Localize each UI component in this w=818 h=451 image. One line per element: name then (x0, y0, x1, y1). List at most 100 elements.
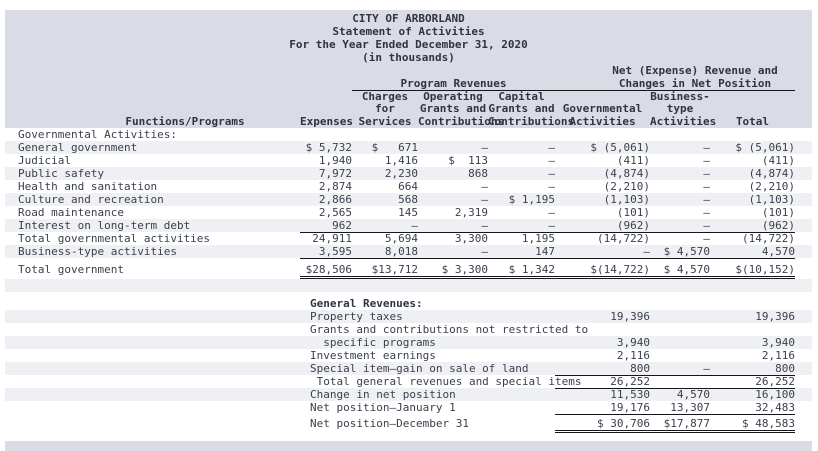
row-label: General Revenues: (310, 297, 423, 310)
row-label: Judicial (18, 154, 71, 167)
net-expense-heading-line1: Net (Expense) Revenue and (612, 64, 778, 77)
table-row: Grants and contributions not restricted … (5, 323, 812, 336)
value-cell: 19,396 (755, 310, 795, 323)
table-row: General Revenues: (5, 297, 812, 310)
units-title: (in thousands) (362, 51, 455, 64)
table-row: Total general revenues and special items… (5, 375, 812, 389)
table-row: Net position—January 1 19,176 13,307 32,483 (5, 401, 812, 415)
net-expense-heading-line2: Changes in Net Position (555, 77, 795, 91)
value-cell: 19,396 (610, 310, 650, 323)
value-cell: $ 48,583 (710, 418, 795, 433)
value-cell: (962) (710, 219, 795, 233)
value-cell: 800 (555, 362, 650, 376)
value-cell: – (548, 154, 555, 167)
value-cell: (2,210) (748, 180, 795, 193)
value-cell: 2,565 (318, 206, 352, 219)
value-cell: (101) (761, 206, 795, 219)
value-cell (300, 128, 352, 141)
table-row: Culture and recreation 2,866 568 – $ 1,195 (1… (5, 193, 812, 206)
column-header-row: for Grants and Grants and Governmental type (5, 103, 812, 115)
value-cell: – (548, 141, 555, 154)
row-label: Culture and recreation (18, 193, 164, 206)
value-cell: (14,722) (597, 232, 650, 245)
value-cell: 4,570 (676, 388, 710, 401)
value-cell: 7,972 (318, 167, 352, 180)
row-label: Investment earnings (310, 349, 436, 362)
statement-table: Governmental Activities: General governme… (5, 128, 812, 433)
column-header (5, 103, 300, 115)
value-cell: 568 (398, 193, 418, 206)
value-cell: (101) (616, 206, 650, 219)
value-cell: 2,874 (318, 180, 352, 193)
footer-band (5, 441, 812, 451)
row-label: Change in net position (310, 388, 456, 401)
table-row: specific programs 3,940 3,940 (5, 336, 812, 349)
value-cell: $ (5,061) (590, 141, 650, 154)
value-cell: – (548, 167, 555, 180)
value-cell: – (703, 232, 710, 245)
row-label: Governmental Activities: (18, 128, 177, 141)
document-titles: CITY OF ARBORLAND Statement of Activitie… (5, 12, 812, 64)
value-cell: $ 3,300 (418, 264, 488, 279)
value-cell: 3,595 (300, 245, 352, 259)
value-cell: 962 (300, 219, 352, 233)
column-header: Grants and (419, 102, 487, 115)
value-cell: $(10,152) (710, 264, 795, 279)
table-row: Public safety 7,972 2,230 868 – (4,874) – (4,87… (5, 167, 812, 180)
row-label: Total government (18, 263, 124, 276)
column-header: for (375, 102, 395, 115)
value-cell: – (481, 193, 488, 206)
value-cell: – (488, 219, 555, 233)
value-cell: (1,103) (748, 193, 795, 206)
table-row: General government $ 5,732 $ 671 – – $ (5,061… (5, 141, 812, 154)
value-cell: (411) (761, 154, 795, 167)
row-label: Special item—gain on sale of land (310, 362, 529, 375)
header-band: CITY OF ARBORLAND Statement of Activitie… (5, 10, 812, 128)
spacer-row (5, 279, 812, 292)
value-cell (650, 128, 710, 141)
value-cell (555, 323, 650, 336)
row-label: Total governmental activities (18, 232, 211, 245)
value-cell (650, 375, 710, 389)
value-cell: $ 1,342 (488, 264, 555, 279)
column-headers: Charges Operating Capital Business-for Grant… (5, 91, 812, 129)
value-cell: 5,694 (384, 232, 418, 245)
row-label: Net position—December 31 (310, 417, 469, 430)
column-header (300, 91, 352, 103)
value-cell: 16,100 (755, 388, 795, 401)
row-label: Health and sanitation (18, 180, 158, 193)
table-row: Property taxes 19,396 19,396 (5, 310, 812, 323)
table-row: Judicial 1,940 1,416 $ 113 – (411) – (411) (5, 154, 812, 167)
spanner-row-2: Program Revenues Changes in Net Position (5, 77, 812, 91)
value-cell: $ 30,706 (555, 418, 650, 433)
table-row: Investment earnings 2,116 2,116 (5, 349, 812, 362)
row-label: Business-type activities (18, 245, 177, 258)
table-row: Business-type activities 3,595 8,018–147– $… (5, 245, 812, 259)
value-cell: $ 4,570 (650, 245, 710, 259)
value-cell (710, 128, 795, 141)
value-cell: 8,018 (352, 245, 418, 259)
column-header: Grants and (488, 102, 555, 115)
table-row: Interest on long-term debt 962– – – (962) – (9… (5, 219, 812, 233)
column-header (5, 91, 300, 103)
column-header: Total (735, 115, 770, 128)
value-cell: – (548, 180, 555, 193)
value-cell: – (481, 141, 488, 154)
value-cell: 3,940 (761, 336, 795, 349)
row-label: Property taxes (310, 310, 403, 323)
value-cell: – (703, 206, 710, 219)
column-header: type (666, 102, 694, 115)
column-header-row: Charges Operating Capital Business- (5, 91, 812, 103)
row-label: General government (18, 141, 138, 154)
value-cell: – (418, 245, 488, 259)
value-cell: $ 113 (448, 154, 488, 167)
value-cell: 3,940 (616, 336, 650, 349)
table-row: Health and sanitation 2,874 664 – – (2,210) – (… (5, 180, 812, 193)
value-cell: 2,319 (454, 206, 488, 219)
value-cell: 2,866 (318, 193, 352, 206)
column-header (710, 91, 795, 103)
column-header (300, 103, 352, 115)
value-cell: $13,712 (352, 264, 418, 279)
value-cell: 11,530 (610, 388, 650, 401)
